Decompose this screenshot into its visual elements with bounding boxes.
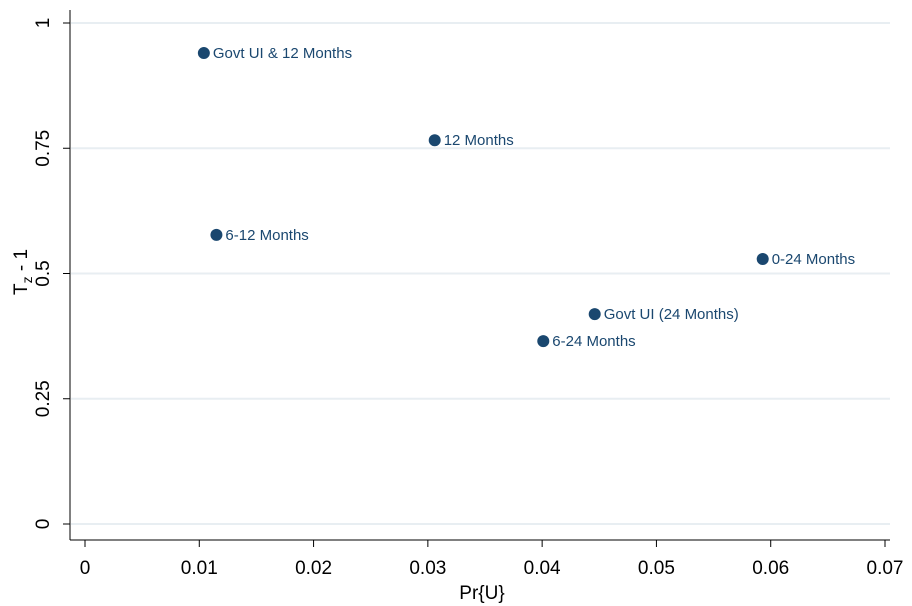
x-tick-label: 0.01 (181, 558, 218, 579)
x-tick-label: 0.07 (867, 558, 904, 579)
point-label: 12 Months (444, 132, 514, 149)
point (197, 47, 210, 60)
x-tick-label: 0.05 (638, 558, 675, 579)
y-label-base: T (11, 283, 32, 295)
point-label: Govt UI & 12 Months (213, 45, 352, 62)
point-label: 0-24 Months (772, 251, 855, 268)
point (756, 252, 769, 265)
point-label: Govt UI (24 Months) (604, 306, 739, 323)
x-tick-label: 0.04 (524, 558, 561, 579)
y-axis-label: Tz - 1 (11, 249, 35, 295)
point-label: 6-12 Months (225, 227, 308, 244)
y-label-sub: z (19, 276, 35, 283)
x-axis-label: Pr{U} (459, 583, 504, 604)
point (537, 335, 550, 348)
x-tick-label: 0.02 (295, 558, 332, 579)
y-label-rest: - 1 (11, 249, 32, 276)
point (210, 228, 223, 241)
y-tick-label: 1 (33, 18, 54, 29)
point (428, 134, 441, 147)
y-tick-label: 0 (33, 519, 54, 530)
point (588, 308, 601, 321)
x-tick-label: 0.03 (409, 558, 446, 579)
y-tick-label: 0.75 (33, 130, 54, 167)
y-tick-label: 0.5 (33, 260, 54, 286)
x-tick-label: 0 (80, 558, 91, 579)
y-tick-label: 0.25 (33, 380, 54, 417)
x-tick-label: 0.06 (752, 558, 789, 579)
point-label: 6-24 Months (552, 333, 635, 350)
